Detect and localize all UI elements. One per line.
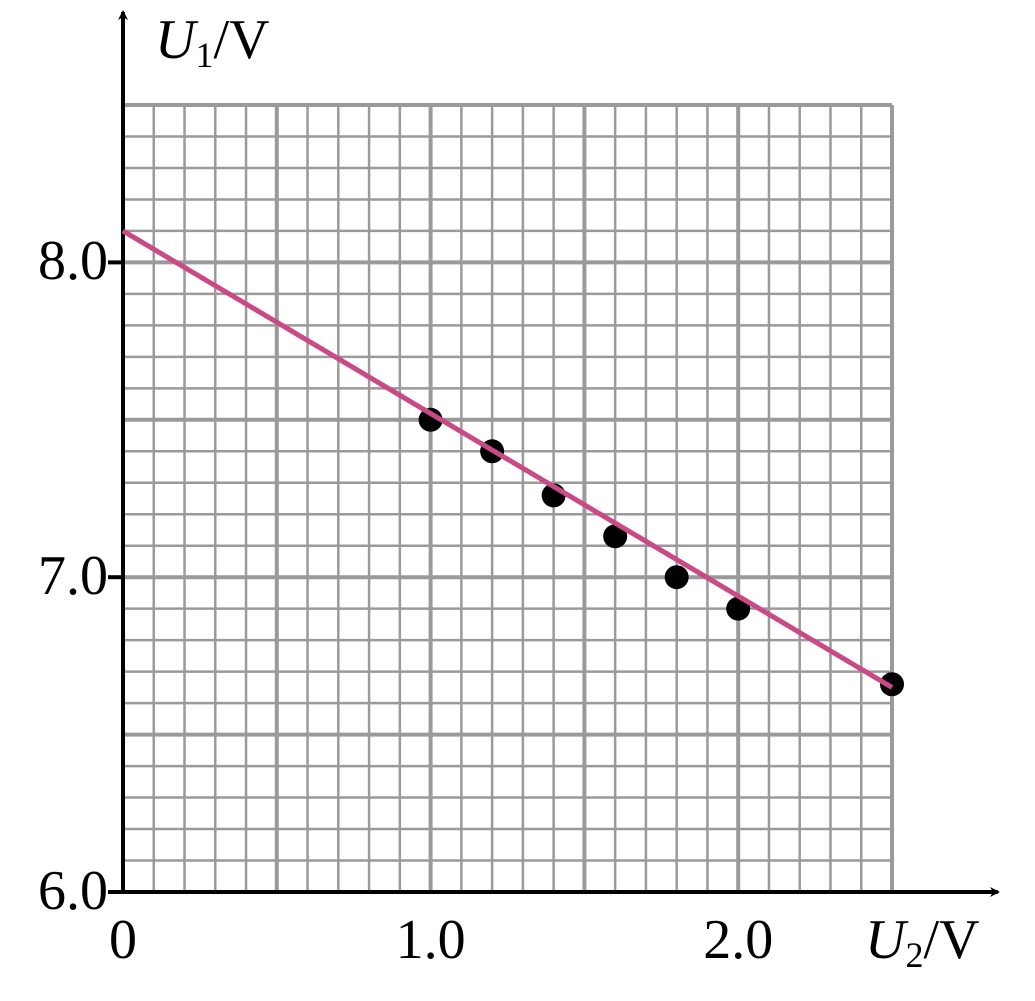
- data-point: [726, 596, 751, 621]
- x-label-unit: /V: [923, 909, 979, 971]
- y-axis-label: U1/V: [155, 9, 269, 75]
- y-tick-label: 8.0: [38, 230, 108, 292]
- x-label-symbol: U: [865, 909, 909, 971]
- y-tick-label: 6.0: [38, 860, 108, 922]
- y-label-subscript: 1: [195, 35, 213, 75]
- data-point: [664, 565, 689, 590]
- fit-line: [121, 228, 894, 690]
- x-label-subscript: 2: [905, 935, 923, 975]
- x-tick-label: 2.0: [703, 909, 773, 971]
- x-tick-label: 1.0: [396, 909, 466, 971]
- x-tick-label: 0: [109, 909, 137, 971]
- data-point: [603, 524, 628, 549]
- y-tick-label: 7.0: [38, 545, 108, 607]
- y-label-unit: /V: [213, 9, 269, 71]
- x-axis-label: U2/V: [865, 909, 979, 975]
- y-label-symbol: U: [155, 9, 199, 71]
- data-point: [418, 407, 443, 432]
- grid: [121, 103, 894, 894]
- data-point: [880, 672, 904, 697]
